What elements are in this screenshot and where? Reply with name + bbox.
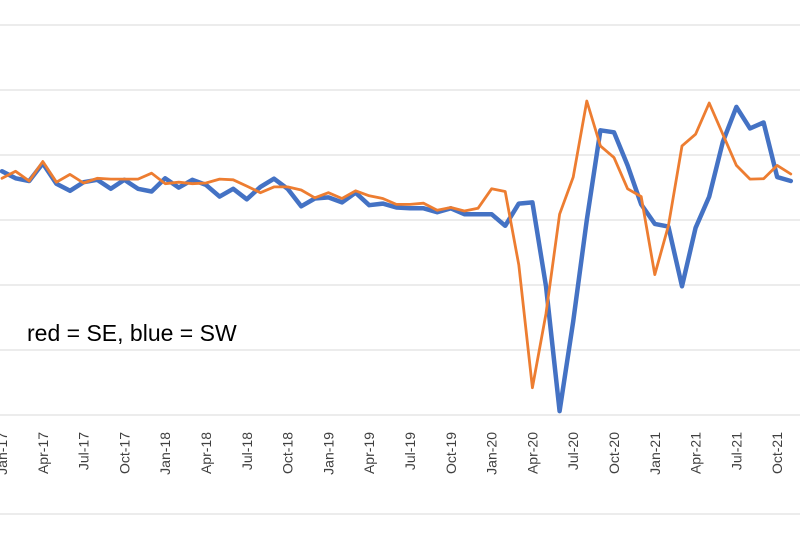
series-lines [0, 99, 794, 414]
series-annotation: red = SE, blue = SW [27, 320, 237, 346]
x-tick-label: Oct-20 [606, 432, 622, 474]
x-tick-label: Oct-17 [116, 432, 132, 474]
x-tick-label: Oct-21 [769, 432, 785, 474]
x-tick-label: Apr-17 [35, 432, 51, 474]
x-tick-label: Jul-19 [402, 432, 418, 470]
x-tick-label: Oct-18 [280, 432, 296, 474]
x-tick-label: Apr-20 [524, 432, 540, 474]
x-tick-label: Jan-20 [484, 432, 500, 475]
x-tick-label: Jan-19 [320, 432, 336, 475]
x-tick-label: Jan-21 [647, 432, 663, 475]
x-axis-tick-labels: Jan-17 Apr-17 Jul-17 Oct-17 Jan-18 Apr-18 Jul-… [0, 432, 785, 475]
x-tick-label: Jul-18 [239, 432, 255, 470]
x-tick-label: Apr-18 [198, 432, 214, 474]
x-tick-label: Apr-21 [688, 432, 704, 474]
series-line-1 [0, 104, 794, 414]
y-gridlines [0, 24, 800, 416]
x-tick-label: Oct-19 [443, 432, 459, 474]
x-tick-label: Jan-18 [157, 432, 173, 475]
series-line-2 [0, 99, 793, 390]
x-tick-label: Jul-21 [728, 432, 744, 470]
x-tick-label: Jan-17 [0, 432, 10, 475]
x-tick-label: Jul-17 [76, 432, 92, 470]
x-tick-label: Jul-20 [565, 432, 581, 470]
x-tick-label: Apr-19 [361, 432, 377, 474]
